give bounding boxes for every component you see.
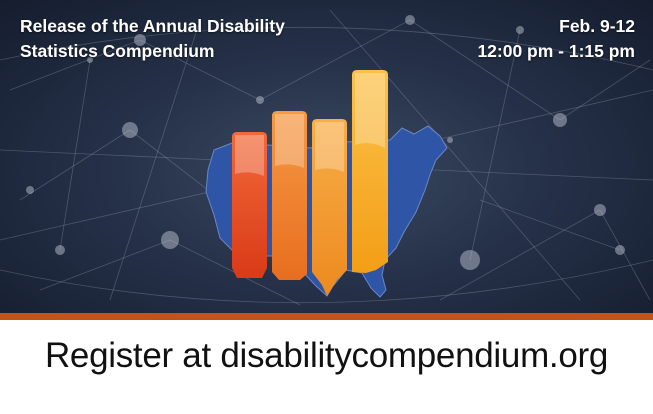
event-date: Feb. 9-12 [559, 16, 635, 36]
event-title: Release of the Annual Disability Statist… [20, 14, 285, 64]
event-date-time: Feb. 9-12 12:00 pm - 1:15 pm [477, 14, 635, 64]
bar-graph-graphic [232, 70, 388, 296]
event-title-line1: Release of the Annual Disability [20, 16, 285, 36]
network-background [0, 9, 653, 306]
divider-stripe [0, 313, 653, 320]
event-title-line2: Statistics Compendium [20, 41, 215, 61]
event-time: 12:00 pm - 1:15 pm [477, 41, 635, 61]
register-link-text[interactable]: Register at disabilitycompendium.org [44, 336, 609, 375]
event-banner: Release of the Annual Disability Statist… [0, 0, 653, 313]
